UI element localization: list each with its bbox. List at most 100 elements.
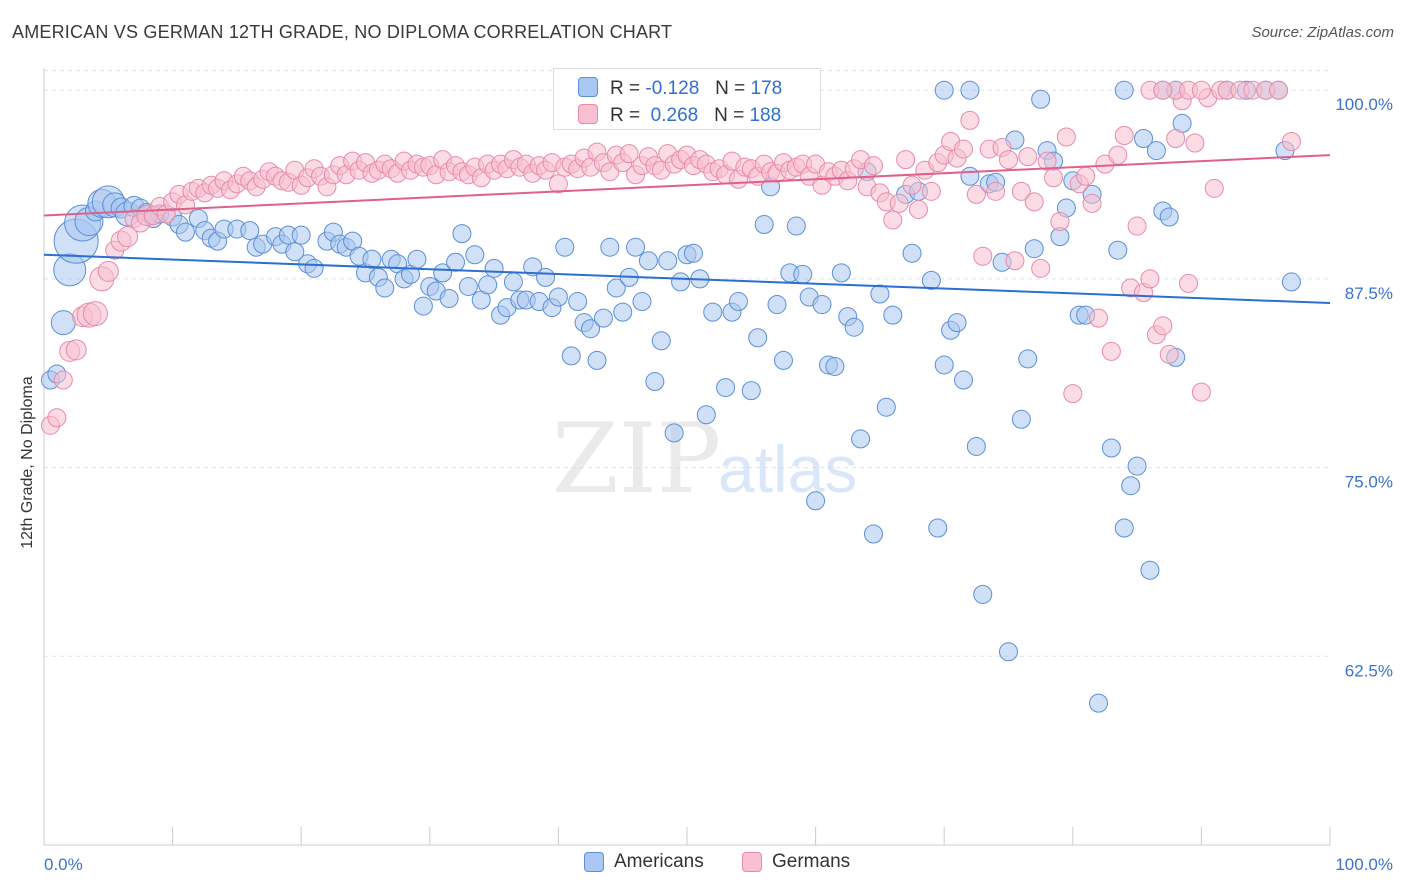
point-americans-155 [1108, 240, 1128, 260]
point-germans-164 [1095, 154, 1115, 174]
stats-n-label: N = [715, 78, 746, 99]
point-americans-87 [638, 251, 658, 271]
point-germans-177 [1179, 273, 1199, 293]
point-germans-152 [1018, 147, 1038, 167]
point-germans-90 [619, 144, 639, 164]
point-germans-12 [117, 226, 139, 248]
point-americans-36 [304, 258, 324, 278]
point-americans-103 [754, 215, 774, 235]
legend-item-americans[interactable]: Americans [584, 851, 704, 873]
point-germans-171 [1140, 269, 1160, 289]
point-germans-162 [1082, 193, 1102, 213]
stats-r-label: R = [610, 78, 641, 99]
point-americans-71 [536, 267, 556, 287]
point-americans-79 [587, 350, 607, 370]
point-americans-112 [812, 295, 832, 315]
point-americans-52 [413, 296, 433, 316]
point-americans-141 [1011, 409, 1031, 429]
point-americans-115 [831, 263, 851, 283]
point-germans-132 [889, 193, 909, 213]
point-germans-128 [863, 156, 883, 176]
point-americans-162 [1159, 207, 1179, 227]
point-americans-89 [651, 331, 671, 351]
y-tick-label-0: 100.0% [1335, 95, 1393, 114]
point-germans-147 [986, 181, 1006, 201]
stats-n-label: N = [714, 105, 745, 126]
point-americans-102 [748, 328, 768, 348]
stats-swatch-germans [578, 104, 598, 124]
point-germans-174 [1159, 344, 1179, 364]
point-germans-175 [1166, 129, 1186, 148]
point-americans-2 [50, 310, 76, 336]
point-americans-78 [581, 319, 601, 339]
point-americans-60 [465, 245, 485, 265]
point-americans-131 [947, 313, 967, 333]
y-tick-label-1: 87.5% [1345, 284, 1393, 303]
point-americans-120 [863, 524, 883, 544]
point-americans-81 [600, 237, 620, 257]
point-germans-155 [1037, 151, 1057, 171]
point-germans-151 [1011, 181, 1031, 201]
point-germans-154 [1031, 258, 1051, 278]
point-germans-144 [966, 184, 986, 204]
point-germans-161 [1076, 166, 1096, 186]
point-americans-134 [966, 436, 986, 456]
x-tick-label-1: 100.0% [1335, 855, 1393, 874]
point-germans-149 [999, 150, 1018, 170]
point-americans-154 [1101, 438, 1121, 458]
point-americans-109 [793, 264, 813, 284]
legend-swatch-germans [742, 852, 762, 872]
legend-item-germans[interactable]: Germans [742, 851, 850, 873]
point-germans-2 [53, 370, 73, 390]
point-americans-57 [446, 252, 466, 272]
point-germans-142 [953, 139, 973, 159]
watermark-zip: ZIP [552, 403, 721, 515]
point-americans-96 [696, 405, 716, 425]
point-americans-97 [703, 302, 723, 322]
point-americans-123 [883, 305, 903, 325]
point-americans-73 [548, 287, 568, 307]
point-americans-51 [407, 249, 427, 269]
point-germans-79 [548, 174, 568, 194]
point-americans-20 [175, 222, 195, 242]
point-americans-153 [1089, 693, 1109, 713]
stats-box: R = -0.128 N = 178 R = 0.268 N = 188 [553, 68, 821, 130]
point-americans-129 [934, 355, 954, 375]
point-germans-158 [1056, 127, 1076, 147]
point-americans-83 [613, 302, 633, 322]
stats-r-label: R = [610, 105, 641, 126]
point-americans-139 [999, 642, 1018, 662]
point-americans-91 [664, 423, 684, 443]
point-germans-145 [973, 246, 993, 266]
point-americans-88 [645, 372, 665, 392]
trend-lines [43, 154, 1331, 305]
point-americans-132 [953, 370, 973, 390]
point-americans-75 [561, 346, 581, 366]
point-americans-86 [632, 292, 652, 312]
point-americans-62 [478, 275, 498, 295]
point-americans-90 [658, 251, 678, 271]
point-americans-80 [593, 308, 613, 328]
trend-line-germans [43, 154, 1331, 217]
point-germans-187 [1269, 80, 1289, 100]
point-americans-100 [728, 292, 748, 312]
y-axis-label: 12th Grade, No Diploma [19, 376, 36, 549]
point-americans-158 [1127, 456, 1147, 476]
stats-row-americans: R = -0.128 N = 178 [578, 77, 782, 100]
point-americans-118 [851, 429, 871, 449]
point-americans-92 [671, 272, 691, 292]
y-tick-label-2: 75.0% [1345, 473, 1393, 492]
point-americans-127 [921, 270, 941, 290]
point-germans-165 [1101, 341, 1121, 361]
point-americans-170 [960, 80, 980, 100]
point-americans-114 [825, 356, 845, 376]
point-americans-101 [741, 381, 761, 401]
stats-r-value-americans: -0.128 [645, 78, 700, 99]
point-germans-169 [1127, 216, 1147, 236]
point-germans-191 [1191, 80, 1211, 100]
legend-swatch-americans [584, 852, 604, 872]
point-germans-143 [960, 110, 980, 130]
point-americans-156 [1114, 518, 1134, 538]
series-germans-points [40, 80, 1301, 435]
